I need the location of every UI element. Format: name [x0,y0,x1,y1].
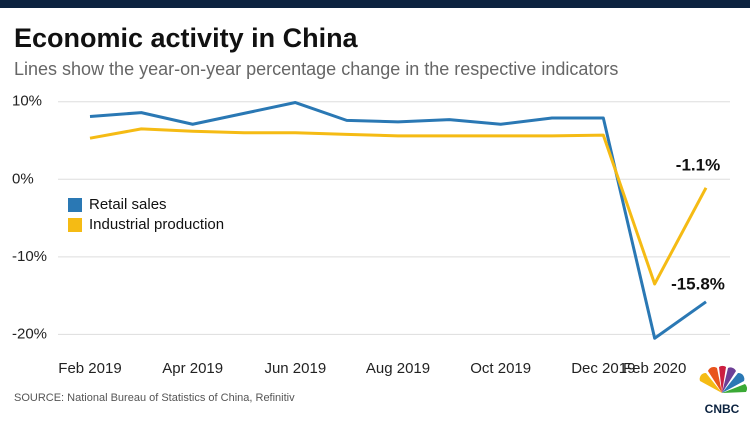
x-tick-label: Feb 2019 [58,360,121,377]
legend-label: Retail sales [89,196,167,213]
source: SOURCE: National Bureau of Statistics of… [14,392,295,404]
logo: CNBC [699,365,748,416]
x-tick-label: Oct 2019 [470,360,531,377]
chart-title: Economic activity in China [14,23,359,53]
x-tick-label: Aug 2019 [366,360,430,377]
x-tick-label: Dec 2019 [571,360,635,377]
data-label: -15.8% [671,274,725,293]
x-tick-label: Feb 2020 [623,360,686,377]
series-line [89,101,707,340]
data-label: -1.1% [676,155,720,174]
logo-text: CNBC [705,402,740,416]
series-line [89,127,708,286]
y-tick-label: -10% [12,248,47,265]
chart-subtitle: Lines show the year-on-year percentage c… [14,59,618,79]
x-tick-label: Apr 2019 [162,360,223,377]
legend-label: Industrial production [89,216,224,233]
y-tick-label: 10% [12,93,42,110]
y-tick-label: 0% [12,170,34,187]
legend-swatch [68,198,82,212]
x-tick-label: Jun 2019 [264,360,326,377]
top-bar [0,0,750,8]
y-tick-label: -20% [12,325,47,342]
legend-swatch [68,218,82,232]
